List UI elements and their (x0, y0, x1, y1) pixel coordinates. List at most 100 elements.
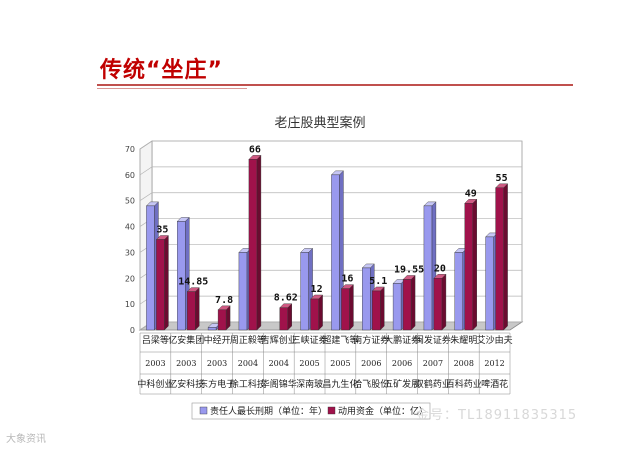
category-label: 朱耀明 (450, 334, 477, 346)
bar-funds-0 (155, 235, 169, 331)
stock-label: 深南玻 (296, 378, 323, 390)
category-label: 南方证券 (353, 334, 389, 346)
data-label: 66 (249, 144, 261, 155)
category-label: 艾沙由夫 (477, 334, 513, 346)
bar-funds-4-side (287, 303, 292, 331)
category-label: 周正毅等 (230, 334, 266, 346)
data-label: 55 (496, 173, 508, 184)
stock-label: 五矿发展 (384, 378, 420, 390)
year-label: 2005 (330, 359, 350, 368)
year-label: 2003 (176, 359, 196, 368)
stock-label: 华阁锦华 (261, 378, 297, 390)
data-label: 7.8 (215, 295, 233, 306)
bar-sentence-11-front (485, 236, 494, 331)
year-label: 2003 (145, 359, 165, 368)
chart-legend: 责任人最长刑期（单位：年） 动用资金（单位：亿） (191, 402, 431, 420)
bar-funds-3 (248, 154, 262, 331)
year-label: 2003 (207, 359, 227, 368)
bar-sentence-1-front (177, 221, 186, 331)
bar-funds-10-side (472, 198, 477, 331)
bar-funds-5 (310, 294, 324, 331)
chart-title: 老庄股典型案例 (274, 115, 365, 131)
bar-funds-6 (340, 284, 354, 331)
bar-funds-11 (495, 183, 509, 331)
category-label: 吕梁等 (142, 334, 169, 346)
bar-sentence-3-front (238, 252, 248, 331)
year-label: 2004 (269, 359, 289, 368)
category-label: 中经开 (204, 334, 231, 346)
bar-funds-6-front (341, 288, 350, 331)
bar-funds-7-side (380, 286, 385, 331)
stock-label: 中科创业 (137, 378, 173, 390)
bar-funds-9 (433, 273, 447, 331)
stock-label: 东方电子 (199, 378, 235, 390)
bar-funds-7-front (372, 290, 381, 331)
gridline-70 (139, 140, 522, 150)
data-label: 8.62 (274, 293, 298, 304)
stock-label: 昌九生化 (322, 378, 358, 390)
data-label: 16 (341, 274, 353, 285)
bar-funds-3-side (256, 154, 262, 331)
y-tick-label: 60 (125, 171, 135, 180)
chart-bars (145, 154, 509, 331)
legend-box (191, 402, 431, 420)
y-tick-label: 0 (130, 326, 135, 335)
stock-label: 百科药业 (446, 378, 482, 390)
bar-sentence-5-front (300, 252, 309, 331)
year-label: 2006 (392, 359, 412, 368)
watermark-right: 金号：TL18911835315 (416, 408, 578, 423)
bar-funds-10 (464, 198, 478, 331)
watermark-left: 大象资讯 (6, 434, 46, 445)
data-label: 14.85 (178, 277, 208, 288)
stock-label: 亿安科技 (168, 378, 204, 390)
category-label: 大鹏证券 (384, 334, 420, 346)
legend-label-funds: 动用资金（单位：亿） (338, 405, 428, 417)
bar-funds-1-side (195, 287, 200, 331)
category-label: 超建飞等 (322, 334, 358, 346)
year-label: 2008 (454, 359, 474, 368)
year-label: 2004 (238, 359, 258, 368)
bar-funds-0-front (156, 239, 165, 331)
title-underline (97, 84, 573, 86)
bar-funds-9-front (433, 278, 443, 331)
bar-funds-5-front (310, 298, 319, 331)
bar-funds-8-side (410, 274, 416, 331)
slide-title: 传统“坐庄” (100, 58, 223, 83)
data-label: 19.55 (394, 264, 424, 275)
y-tick-label: 40 (125, 223, 135, 232)
bar-funds-8 (402, 274, 416, 331)
category-label: 三峡证券 (292, 334, 328, 346)
data-label: 35 (156, 225, 168, 236)
stock-label: 哈飞股份 (353, 378, 389, 390)
bar-funds-11-side (503, 183, 508, 331)
category-label: 闽发证券 (415, 334, 451, 346)
y-tick-label: 70 (125, 145, 135, 154)
year-label: 2006 (361, 359, 381, 368)
year-label: 2007 (423, 359, 443, 368)
stock-label: 啤酒花 (481, 378, 508, 390)
gridline-60 (139, 166, 522, 176)
bar-sentence-2-front (207, 327, 217, 331)
bar-funds-4 (279, 303, 293, 331)
bar-funds-11-front (495, 187, 504, 331)
bar-funds-7 (371, 286, 385, 331)
chart-labels: 35 吕梁等 2003 中科创业 14.85 亿安集团 2003 亿安科技 7.8 中经开 2003… (137, 144, 513, 395)
data-label: 5.1 (369, 276, 387, 287)
bar-sentence-6-front (331, 174, 340, 331)
y-tick-label: 30 (125, 248, 135, 257)
bar-sentence-10-front (454, 252, 463, 331)
bar-funds-1 (186, 287, 200, 331)
y-tick-label: 10 (125, 300, 135, 309)
bar-sentence-7-front (362, 267, 371, 331)
stock-label: 双鹤药业 (415, 378, 451, 390)
legend-swatch-sentence (199, 406, 208, 415)
year-label: 2012 (484, 359, 504, 368)
bar-funds-0-side (164, 235, 169, 331)
legend-swatch-funds (327, 406, 336, 415)
bar-funds-5-side (318, 294, 323, 331)
bar-funds-2 (217, 305, 231, 331)
category-label: 亿安集团 (168, 334, 204, 346)
gridline-50 (139, 192, 522, 202)
bar-funds-10-front (464, 203, 473, 331)
